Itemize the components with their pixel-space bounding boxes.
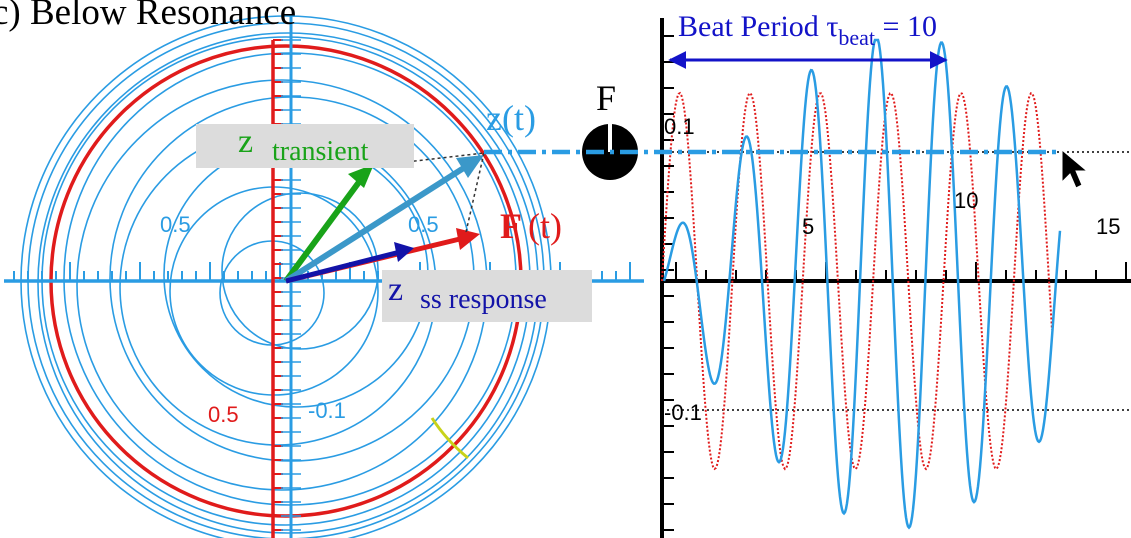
diagram-title: c) Below Resonance [0, 0, 296, 33]
response-trace [662, 38, 1062, 530]
force-trace [661, 91, 1053, 471]
z-transient-arrow [283, 176, 365, 283]
circle-trace-mark [430, 417, 469, 460]
z-t-arrow [284, 161, 472, 284]
tick-label-bottom-neg: -0.1 [308, 398, 346, 423]
z-t-label: z(t) [486, 98, 536, 138]
time-plot: 5 10 15 0.1 -0.1 [660, 18, 1131, 538]
tick-label-right: 0.5 [408, 212, 439, 237]
z-t-arrowhead [456, 155, 484, 178]
x-tick-10: 10 [954, 188, 978, 213]
f-t-arrowhead [456, 228, 480, 250]
cursor-icon [1061, 148, 1089, 189]
x-tick-5: 5 [802, 214, 814, 239]
f-t-arg: (t) [528, 206, 562, 246]
z-ss-arrowhead [394, 242, 414, 262]
construction-line-2 [465, 152, 485, 233]
y-tick-neg: -0.1 [664, 400, 702, 425]
z-transient-arrowhead [348, 164, 374, 188]
beat-period-label: Beat Period τbeat = 10 [678, 10, 937, 50]
z-transient-label-box [196, 124, 414, 168]
y-tick-pos: 0.1 [664, 114, 695, 139]
tick-label-bottom: 0.5 [208, 402, 239, 427]
tick-label-left: 0.5 [160, 212, 191, 237]
z-ss-arrow [285, 249, 401, 284]
z-ss-label-box [382, 270, 592, 322]
f-t-label: F [500, 206, 522, 246]
z-ss-subscript: ss response [420, 284, 547, 315]
z-ss-label: z [388, 271, 403, 308]
x-tick-15: 15 [1096, 214, 1120, 239]
force-ball-label: F [596, 78, 616, 118]
z-transient-label: z [238, 123, 253, 160]
z-transient-subscript: transient [272, 136, 369, 167]
